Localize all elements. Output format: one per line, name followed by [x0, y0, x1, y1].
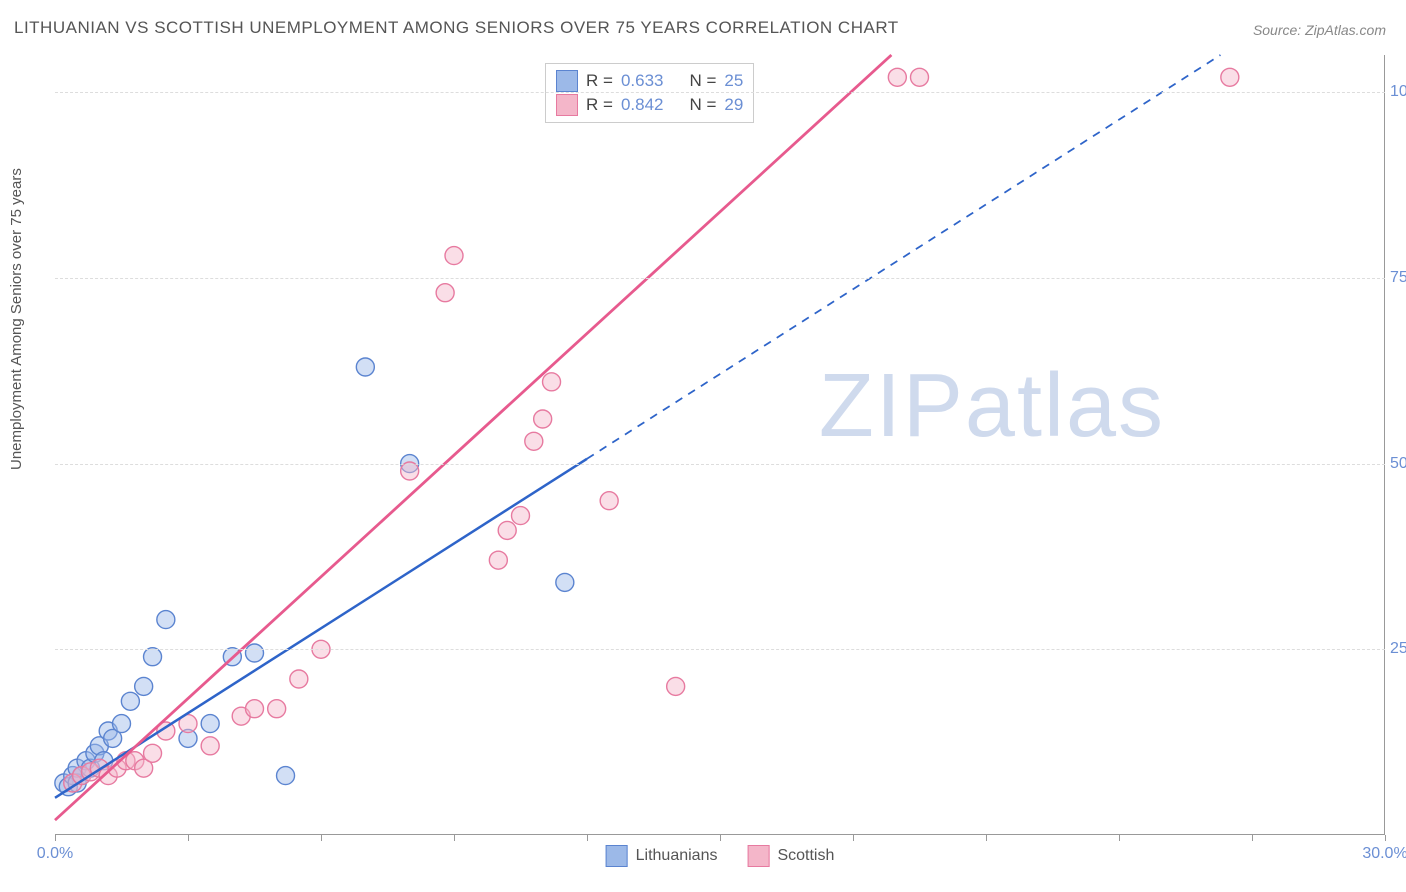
data-point [201, 737, 219, 755]
x-tick-label: 30.0% [1362, 845, 1406, 863]
series-legend: Lithuanians Scottish [606, 845, 835, 867]
legend-swatch [556, 94, 578, 116]
x-tick [720, 835, 721, 841]
data-point [445, 247, 463, 265]
data-point [246, 700, 264, 718]
n-value: 29 [724, 95, 743, 115]
y-tick-label: 50.0% [1390, 455, 1406, 473]
x-tick [853, 835, 854, 841]
data-point [556, 573, 574, 591]
n-label: N = [689, 95, 716, 115]
n-label: N = [689, 71, 716, 91]
y-tick-label: 100.0% [1390, 83, 1406, 101]
data-point [201, 715, 219, 733]
data-point [600, 492, 618, 510]
legend-item: Scottish [747, 845, 834, 867]
n-value: 25 [724, 71, 743, 91]
legend-swatch [606, 845, 628, 867]
x-tick-label: 0.0% [37, 845, 73, 863]
trend-line [55, 55, 891, 820]
y-tick-label: 75.0% [1390, 269, 1406, 287]
data-point [512, 507, 530, 525]
legend-swatch [556, 70, 578, 92]
legend-row: R = 0.842 N = 29 [556, 94, 743, 116]
x-tick [321, 835, 322, 841]
data-point [888, 68, 906, 86]
data-point [356, 358, 374, 376]
legend-swatch [747, 845, 769, 867]
data-point [667, 677, 685, 695]
legend-item: Lithuanians [606, 845, 718, 867]
data-point [290, 670, 308, 688]
data-point [246, 644, 264, 662]
legend-row: R = 0.633 N = 25 [556, 70, 743, 92]
data-point [121, 692, 139, 710]
data-point [268, 700, 286, 718]
gridline [55, 92, 1385, 93]
x-tick [1252, 835, 1253, 841]
data-point [436, 284, 454, 302]
data-point [144, 744, 162, 762]
source-label: Source: ZipAtlas.com [1253, 22, 1386, 38]
x-tick [55, 835, 56, 841]
series-name: Lithuanians [636, 847, 718, 865]
data-point [401, 462, 419, 480]
data-point [144, 648, 162, 666]
r-label: R = [586, 71, 613, 91]
data-point [135, 677, 153, 695]
plot-area: ZIPatlas R =0.633N =25R =0.842N =29 Lith… [55, 55, 1385, 835]
series-name: Scottish [777, 847, 834, 865]
chart-svg [55, 55, 1385, 835]
data-point [525, 432, 543, 450]
gridline [55, 649, 1385, 650]
data-point [1221, 68, 1239, 86]
data-point [157, 611, 175, 629]
chart-title: LITHUANIAN VS SCOTTISH UNEMPLOYMENT AMON… [14, 18, 899, 38]
x-tick [454, 835, 455, 841]
data-point [277, 767, 295, 785]
y-tick-label: 25.0% [1390, 640, 1406, 658]
x-tick [1119, 835, 1120, 841]
y-axis-label: Unemployment Among Seniors over 75 years [8, 168, 25, 470]
r-value: 0.842 [621, 95, 664, 115]
data-point [911, 68, 929, 86]
data-point [534, 410, 552, 428]
x-tick [587, 835, 588, 841]
data-point [113, 715, 131, 733]
x-tick [986, 835, 987, 841]
r-value: 0.633 [621, 71, 664, 91]
data-point [543, 373, 561, 391]
data-point [498, 521, 516, 539]
gridline [55, 464, 1385, 465]
gridline [55, 278, 1385, 279]
x-tick [1385, 835, 1386, 841]
data-point [489, 551, 507, 569]
r-label: R = [586, 95, 613, 115]
x-tick [188, 835, 189, 841]
